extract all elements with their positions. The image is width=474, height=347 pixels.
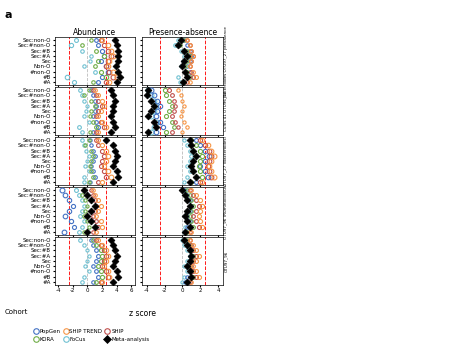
Text: OTU97_96 (Ruminococcus): OTU97_96 (Ruminococcus): [224, 183, 228, 239]
Title: Presence-absence: Presence-absence: [148, 28, 217, 37]
Text: OTU97_96: OTU97_96: [224, 250, 228, 272]
Text: Cultis 41 OTU96_13: Cultis 41 OTU96_13: [224, 91, 228, 131]
Legend: PopGen, KORA, SHIP TREND, FoCus, SHIP, Meta-analysis: PopGen, KORA, SHIP TREND, FoCus, SHIP, M…: [31, 327, 152, 344]
Text: Cohort: Cohort: [5, 309, 28, 315]
Title: Abundance: Abundance: [73, 28, 116, 37]
Text: a: a: [5, 10, 12, 20]
Text: z score: z score: [129, 309, 155, 318]
Text: OTU97_27 (Bacteroides): OTU97_27 (Bacteroides): [224, 136, 228, 186]
Text: Bacteroides OTU97_27 prevalence: Bacteroides OTU97_27 prevalence: [224, 26, 228, 96]
